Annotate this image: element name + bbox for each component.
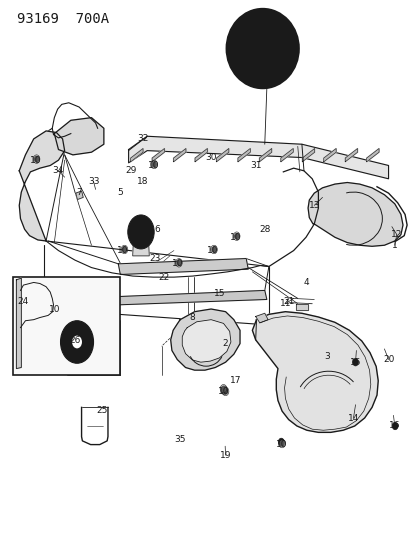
Polygon shape [307,182,402,246]
Text: 10: 10 [30,156,41,165]
Text: 27: 27 [256,73,268,82]
Text: 1: 1 [391,241,396,250]
Text: 26: 26 [69,336,81,345]
Text: 29: 29 [125,166,136,175]
Polygon shape [344,149,357,162]
Text: 25: 25 [96,406,107,415]
Polygon shape [216,149,228,162]
Circle shape [222,387,226,393]
Text: 14: 14 [347,414,358,423]
Circle shape [223,389,227,394]
Text: 8: 8 [189,312,195,321]
Bar [13,277,120,375]
Text: 13: 13 [308,201,319,210]
Text: 6: 6 [154,225,160,234]
Polygon shape [255,313,268,323]
Polygon shape [75,290,266,306]
Circle shape [279,441,283,446]
Circle shape [34,157,38,162]
Polygon shape [170,309,240,370]
Text: 30: 30 [205,153,216,162]
Circle shape [128,215,154,249]
Text: 31: 31 [250,161,261,170]
Polygon shape [295,304,307,310]
Circle shape [176,260,180,265]
Text: 10: 10 [172,260,183,268]
Text: 23: 23 [150,254,161,263]
Polygon shape [17,278,21,368]
Polygon shape [259,149,271,162]
Circle shape [391,422,397,430]
Text: 20: 20 [382,355,393,364]
Circle shape [234,233,238,239]
Text: 12: 12 [390,230,401,239]
Polygon shape [131,149,143,162]
Polygon shape [301,149,314,162]
Text: 19: 19 [219,451,231,460]
Circle shape [278,438,283,446]
Text: 15: 15 [349,358,361,367]
Text: 33: 33 [88,177,99,186]
Text: 17: 17 [230,376,241,385]
Polygon shape [19,131,64,241]
Text: 35: 35 [174,435,185,444]
Circle shape [53,305,57,311]
Text: 22: 22 [158,273,169,281]
Text: 10: 10 [48,304,60,313]
Circle shape [72,336,82,349]
Text: 15: 15 [213,288,225,297]
Circle shape [211,247,216,252]
Circle shape [352,359,358,366]
Text: 24: 24 [18,296,29,305]
Circle shape [152,162,156,167]
Polygon shape [118,259,248,274]
Text: 4: 4 [302,278,308,287]
Text: 10: 10 [207,246,218,255]
Polygon shape [237,149,250,162]
Polygon shape [152,149,164,162]
Text: 34: 34 [52,166,64,175]
Text: 3: 3 [323,352,329,361]
Polygon shape [323,149,335,162]
Text: 16: 16 [388,422,399,431]
Ellipse shape [226,9,298,88]
Text: 11: 11 [279,299,290,308]
Circle shape [221,386,225,391]
Polygon shape [173,149,185,162]
Text: 2: 2 [222,339,228,348]
Text: 9: 9 [144,225,150,234]
Text: 7: 7 [76,188,82,197]
Text: 10: 10 [217,387,229,396]
Circle shape [66,328,88,356]
Text: 21: 21 [283,296,294,305]
Text: 10: 10 [275,440,286,449]
Text: 32: 32 [137,134,148,143]
Polygon shape [54,118,104,155]
Polygon shape [128,136,388,179]
Circle shape [122,247,126,252]
Text: 10: 10 [230,233,241,242]
Text: 93169  700A: 93169 700A [17,12,109,27]
Polygon shape [195,149,207,162]
Circle shape [60,321,93,364]
Polygon shape [366,149,378,162]
Polygon shape [133,237,149,256]
Polygon shape [252,312,377,432]
Polygon shape [182,320,230,362]
Text: 18: 18 [137,177,148,186]
Text: 5: 5 [117,188,123,197]
Text: 10: 10 [147,161,159,170]
Polygon shape [76,191,83,199]
Text: 28: 28 [259,225,270,234]
Polygon shape [280,149,292,162]
Text: 10: 10 [116,246,128,255]
